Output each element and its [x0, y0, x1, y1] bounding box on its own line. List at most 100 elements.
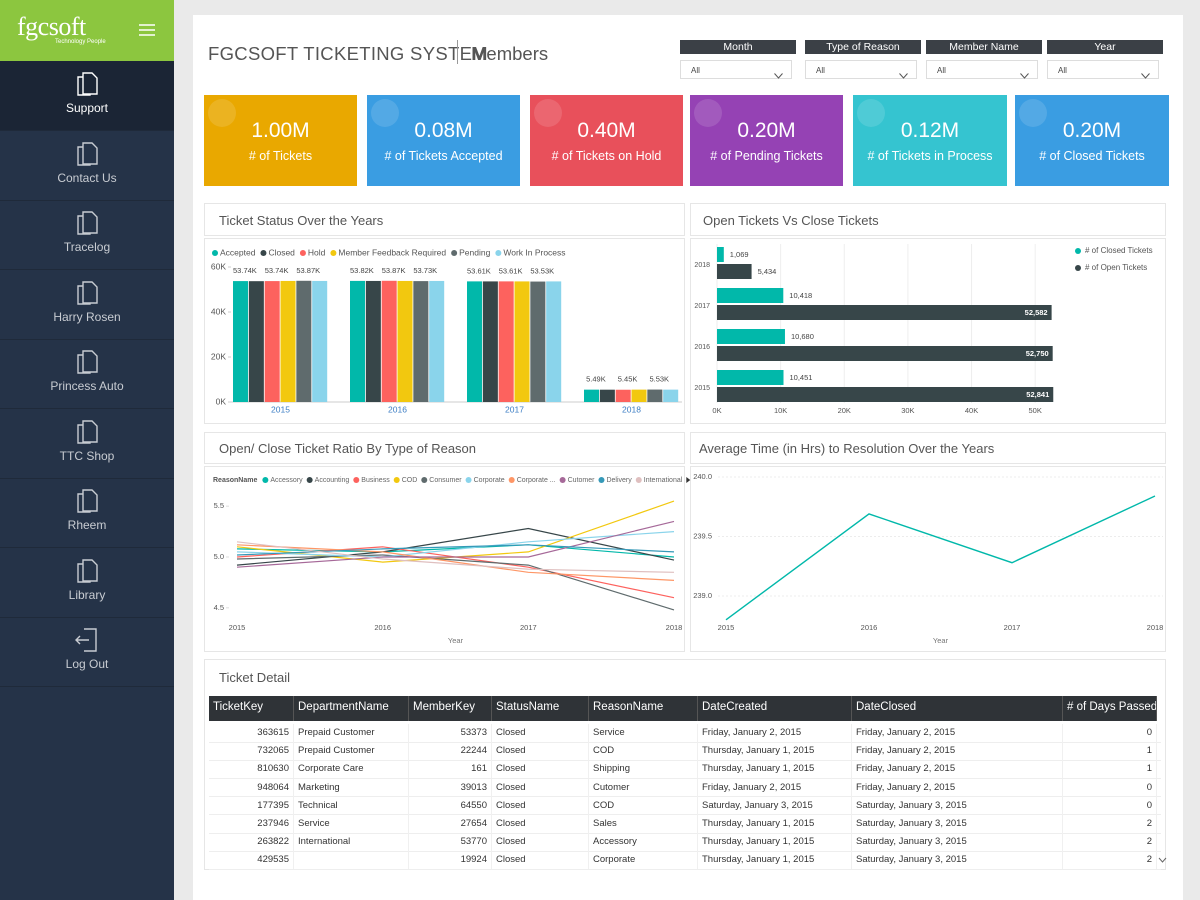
kpi-label: # of Tickets — [248, 149, 313, 163]
menu-item[interactable]: Contact Us — [0, 131, 174, 201]
menu-toggle[interactable] — [139, 24, 155, 36]
kpi-label: # of Tickets Accepted — [384, 149, 503, 163]
table-cell: 429535 — [209, 851, 294, 870]
row-divider — [209, 868, 1161, 870]
kpi-card: 1.00M # of Tickets — [204, 95, 357, 186]
table-cell: Prepaid Customer — [294, 724, 409, 742]
table-cell: Closed — [492, 760, 589, 779]
icon-shape — [77, 562, 91, 583]
menu-item[interactable]: Princess Auto — [0, 339, 174, 409]
menu-icon — [77, 141, 98, 166]
chart-title: Ticket Status Over the Years — [219, 213, 384, 228]
table-cell: Closed — [492, 724, 589, 742]
table-cell: Closed — [492, 833, 589, 852]
row-divider — [209, 814, 1161, 816]
table-cell: 22244 — [409, 742, 492, 761]
column-header[interactable]: TicketKey — [209, 696, 294, 721]
filter-value: All — [1058, 66, 1067, 75]
kpi-card: 0.12M # of Tickets in Process — [853, 95, 1007, 186]
table-cell: Saturday, January 3, 2015 — [852, 833, 1063, 852]
table-cell: 263822 — [209, 833, 294, 852]
row-divider — [209, 741, 1161, 743]
chevron-path — [774, 73, 783, 79]
menu-icon-box — [74, 419, 100, 445]
table-cell: COD — [589, 796, 698, 815]
table-cell: Cutomer — [589, 778, 698, 797]
table-cell: Friday, January 2, 2015 — [698, 778, 852, 797]
table-cell: Corporate Care — [294, 760, 409, 779]
menu-icon-box — [74, 349, 100, 375]
menu-label: Library — [68, 587, 106, 602]
table-cell: Corporate — [589, 851, 698, 870]
menu-item[interactable]: Tracelog — [0, 200, 174, 270]
chevron-box — [1020, 66, 1029, 79]
table-cell: Friday, January 2, 2015 — [698, 724, 852, 742]
table-cell: 2 — [1063, 815, 1157, 833]
chevron — [1141, 73, 1150, 79]
icon-shape — [82, 211, 98, 234]
row-divider — [209, 832, 1161, 834]
kpi-value: 0.20M — [737, 119, 796, 142]
menu-label: Tracelog — [63, 240, 111, 254]
menu-icon-box — [74, 280, 100, 306]
menu-item[interactable]: Log Out — [0, 617, 174, 687]
kpi-label: # of Pending Tickets — [710, 149, 823, 163]
table-cell: Closed — [492, 815, 589, 833]
menu-item[interactable]: Rheem — [0, 478, 174, 548]
filter-dropdown[interactable]: All — [805, 60, 917, 79]
menu-icon-box — [74, 627, 100, 653]
column-header[interactable]: # of Days Passed — [1063, 696, 1157, 721]
kpi-card: 0.20M # of Pending Tickets — [690, 95, 843, 186]
menu-label: Harry Rosen — [53, 309, 121, 324]
scroll-down[interactable] — [1158, 850, 1167, 863]
chevron-box — [774, 66, 783, 79]
column-header[interactable]: ReasonName — [589, 696, 698, 721]
icon-shape — [82, 141, 98, 165]
row-divider — [209, 796, 1161, 798]
column-header[interactable]: MemberKey — [409, 696, 492, 721]
menu-icon — [77, 350, 98, 374]
table-cell: 0 — [1063, 724, 1157, 742]
kpi-card: 0.40M # of Tickets on Hold — [530, 95, 683, 186]
header-subtitle: Members — [471, 43, 549, 64]
table-cell: Accessory — [589, 833, 698, 852]
menu-item[interactable]: Library — [0, 548, 174, 618]
hamburger-lines — [139, 24, 155, 36]
chevron-box — [1141, 66, 1150, 79]
menu-icon-box — [74, 210, 100, 236]
table-cell: Technical — [294, 796, 409, 815]
filter-dropdown[interactable]: All — [680, 60, 792, 79]
menu-item[interactable]: TTC Shop — [0, 409, 174, 479]
table-cell: COD — [589, 742, 698, 761]
table-cell: Closed — [492, 742, 589, 761]
table-cell: 2 — [1063, 833, 1157, 852]
kpi-label: # of Tickets on Hold — [551, 149, 662, 163]
table-cell: 27654 — [409, 815, 492, 833]
column-header[interactable]: StatusName — [492, 696, 589, 721]
kpi-label: # of Closed Tickets — [1039, 149, 1145, 163]
filter-dropdown[interactable]: All — [1047, 60, 1159, 79]
table-cell: 177395 — [209, 796, 294, 815]
table-cell: Friday, January 2, 2015 — [852, 778, 1063, 797]
menu-item-active[interactable]: Support — [0, 61, 174, 131]
filter-dropdown[interactable]: All — [926, 60, 1038, 79]
kpi-value: 0.08M — [414, 119, 473, 142]
table-cell: 363615 — [209, 724, 294, 742]
column-header[interactable]: DateClosed — [852, 696, 1063, 721]
table-cell: Marketing — [294, 778, 409, 797]
chart-box — [204, 238, 685, 424]
header-title: FGCSOFT TICKETING SYSTEM — [208, 43, 488, 64]
chevron-path — [899, 73, 908, 79]
kpi-label: # of Tickets in Process — [867, 149, 993, 163]
table-cell: Shipping — [589, 760, 698, 779]
sidebar: fgcsoft Technology People Support Contact… — [0, 0, 175, 900]
menu-item[interactable]: Harry Rosen — [0, 270, 174, 340]
table-cell: 39013 — [409, 778, 492, 797]
table-cell: 53770 — [409, 833, 492, 852]
column-header[interactable]: DateCreated — [698, 696, 852, 721]
menu-label: Rheem — [67, 518, 107, 532]
table-title: Ticket Detail — [219, 670, 291, 685]
column-header[interactable]: DepartmentName — [294, 696, 409, 721]
chevron-path — [1141, 73, 1150, 79]
icon-shape — [82, 419, 98, 443]
